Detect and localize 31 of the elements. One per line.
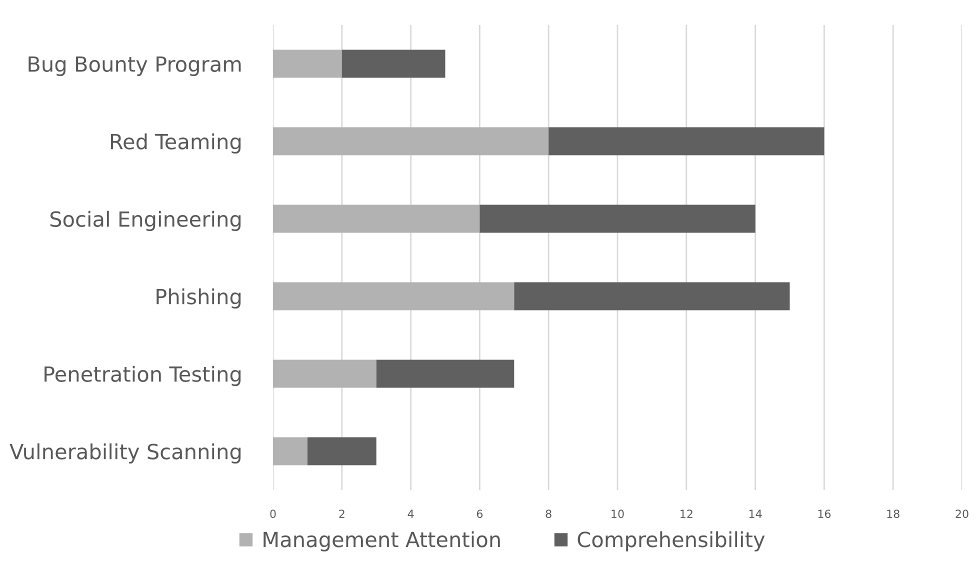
bar [548,127,824,156]
x-tick-label: 4 [408,510,414,518]
x-tick-label: 10 [612,510,624,518]
x-tick-label: 8 [546,510,552,518]
y-tick-label: Red Teaming [111,133,241,154]
legend-label: Management Attention [264,531,500,552]
bar [273,437,308,466]
x-tick-label: 2 [339,510,344,518]
bar [307,437,376,466]
y-tick-label: Phishing [156,288,241,308]
x-tick-label: 14 [749,510,762,518]
bar [342,50,446,78]
bar [273,360,376,388]
legend-label: Comprehensibility [578,531,765,552]
y-tick-label: Bug Bounty Program [28,56,241,76]
x-tick-label: 0 [270,510,276,518]
y-tick-label: Social Engineering [50,210,241,231]
bar [273,282,514,310]
x-tick-label: 18 [887,510,900,518]
bar [376,360,514,388]
bar [273,204,480,233]
bar [514,282,790,310]
x-tick-label: 20 [956,510,968,518]
x-tick-label: 16 [818,510,831,518]
y-tick-label: Vulnerability Scanning [10,443,241,464]
bar [273,50,342,78]
bar [273,127,549,156]
y-tick-label: Penetration Testing [44,366,241,386]
x-tick-label: 12 [680,510,692,518]
x-tick-label: 6 [476,510,483,518]
bar [480,204,756,233]
